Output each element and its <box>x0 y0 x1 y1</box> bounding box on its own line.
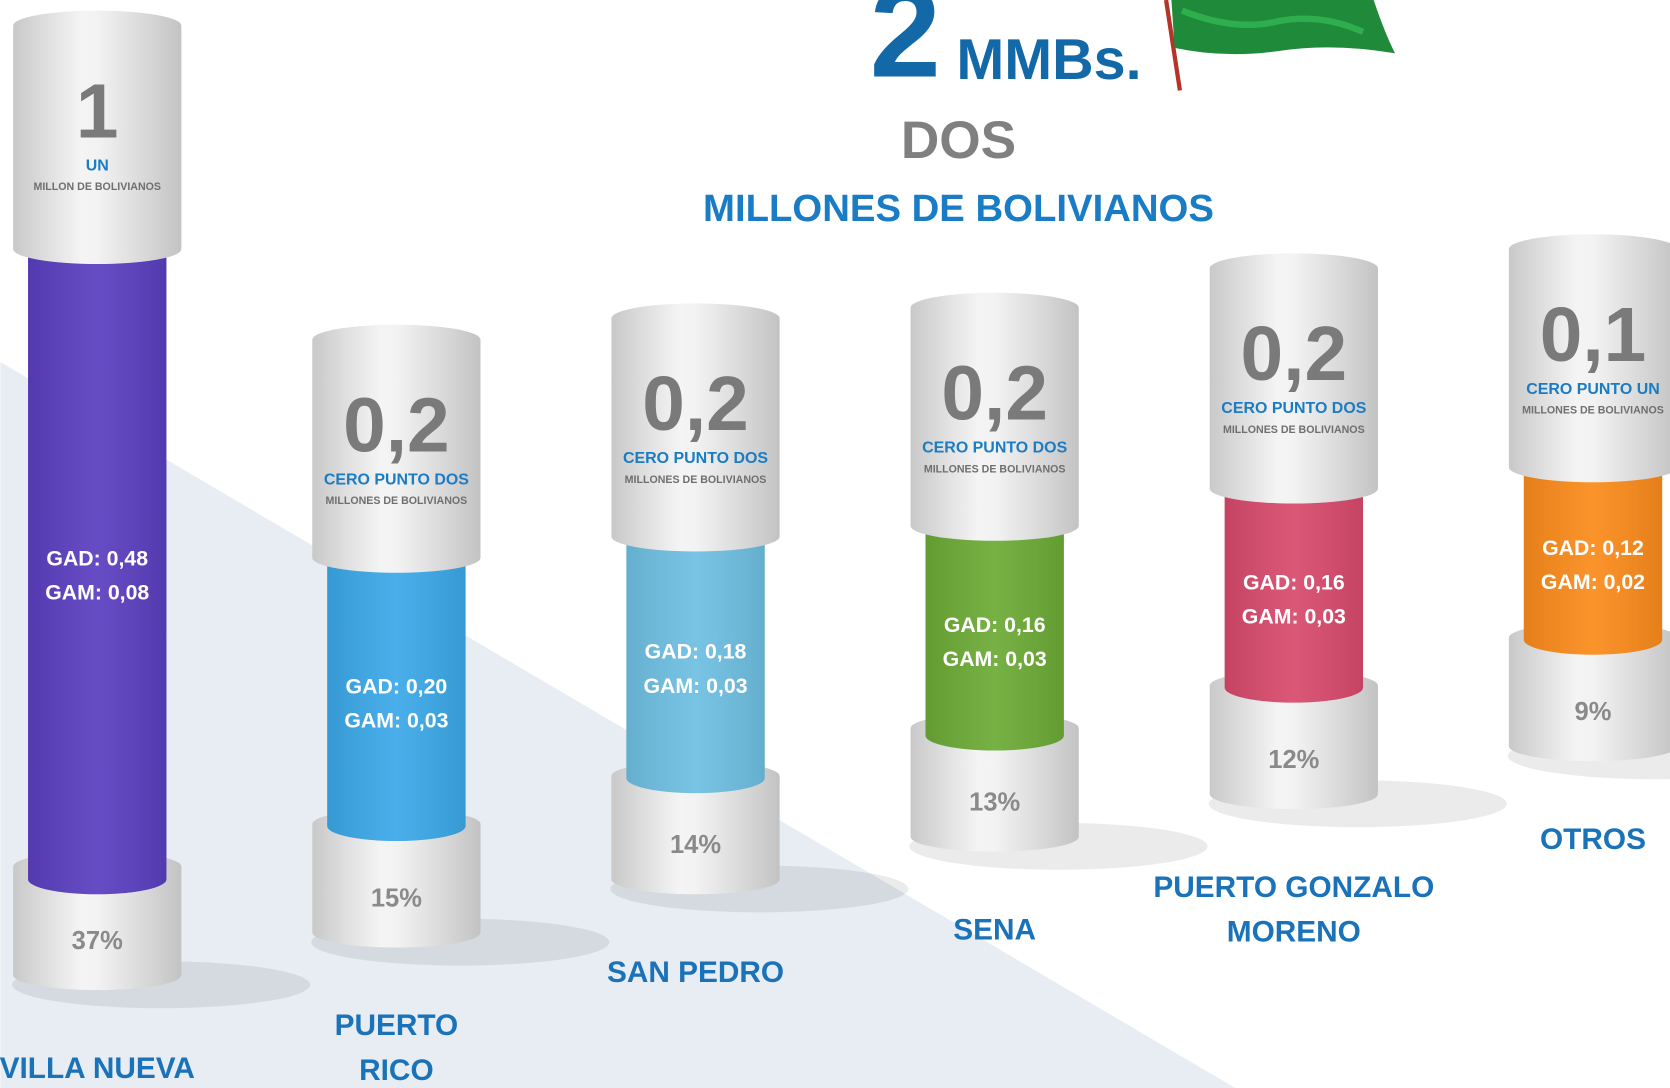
column-name: PUERTO GONZALO <box>1153 871 1434 904</box>
share: 13% <box>969 789 1020 817</box>
column-name: RICO <box>359 1054 434 1087</box>
gad: GAD: 0,16 <box>1243 571 1345 595</box>
amount-words: CERO PUNTO DOS <box>922 439 1067 456</box>
column-name: OTROS <box>1540 823 1646 856</box>
gam: GAM: 0,03 <box>644 674 748 698</box>
page: {"header": {"number": "2", "unit": "MMBs… <box>0 0 1670 1088</box>
header-words: DOS <box>901 111 1016 170</box>
amount: 0,2 <box>642 362 749 447</box>
header-number: 2 <box>870 0 941 104</box>
unit: MILLONES DE BOLIVIANOS <box>625 474 767 486</box>
amount-words: CERO PUNTO DOS <box>324 471 469 488</box>
gam: GAM: 0,08 <box>45 581 149 605</box>
amount-words: CERO PUNTO DOS <box>623 450 768 467</box>
column-name: SAN PEDRO <box>607 956 784 989</box>
gam: GAM: 0,03 <box>344 708 448 732</box>
amount-words: UN <box>86 157 109 174</box>
column-name: PUERTO <box>335 1009 459 1042</box>
unit: MILLON DE BOLIVIANOS <box>33 181 161 193</box>
unit: MILLONES DE BOLIVIANOS <box>924 463 1066 475</box>
infographic: 2 MMBs. DOS MILLONES DE BOLIVIANOS 1 UN MI… <box>0 0 1670 1088</box>
gam: GAM: 0,02 <box>1541 570 1645 594</box>
header-subtitle: MILLONES DE BOLIVIANOS <box>703 187 1214 230</box>
unit: MILLONES DE BOLIVIANOS <box>326 495 468 507</box>
flag <box>1166 0 1395 90</box>
column-name: MORENO <box>1227 916 1361 949</box>
amount: 0,1 <box>1540 293 1647 378</box>
amount-words: CERO PUNTO UN <box>1526 381 1660 398</box>
gad: GAD: 0,16 <box>944 613 1046 637</box>
column: 0,2 CERO PUNTO DOS MILLONES DE BOLIVIANOS G… <box>910 293 1208 947</box>
column-name: SENA <box>953 913 1036 946</box>
amount-words: CERO PUNTO DOS <box>1221 400 1366 417</box>
gad: GAD: 0,18 <box>645 640 747 664</box>
gad: GAD: 0,20 <box>346 674 448 698</box>
column: 0,2 CERO PUNTO DOS MILLONES DE BOLIVIANOS G… <box>607 303 908 989</box>
share: 12% <box>1268 746 1319 774</box>
amount: 0,2 <box>941 351 1048 436</box>
gad: GAD: 0,12 <box>1542 536 1644 560</box>
gam: GAM: 0,03 <box>1242 605 1346 629</box>
column: 0,1 CERO PUNTO UN MILLONES DE BOLIVIANOS GA… <box>1508 234 1670 856</box>
share: 9% <box>1575 698 1612 726</box>
amount: 0,2 <box>343 383 450 468</box>
unit: MILLONES DE BOLIVIANOS <box>1223 424 1365 436</box>
amount: 1 <box>76 69 119 154</box>
header-unit: MMBs. <box>956 28 1141 92</box>
share: 15% <box>371 884 422 912</box>
gad: GAD: 0,48 <box>46 547 148 571</box>
share: 37% <box>72 927 123 955</box>
column-name: VILLA NUEVA <box>0 1052 195 1085</box>
share: 14% <box>670 831 721 859</box>
amount: 0,2 <box>1241 312 1348 397</box>
unit: MILLONES DE BOLIVIANOS <box>1522 405 1664 417</box>
gam: GAM: 0,03 <box>943 647 1047 671</box>
